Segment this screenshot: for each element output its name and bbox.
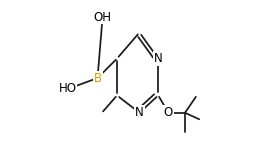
Text: N: N [154, 52, 163, 65]
Text: O: O [164, 106, 173, 119]
Text: HO: HO [59, 82, 77, 95]
Text: OH: OH [94, 11, 112, 24]
Text: B: B [93, 72, 102, 85]
Text: N: N [135, 106, 144, 119]
